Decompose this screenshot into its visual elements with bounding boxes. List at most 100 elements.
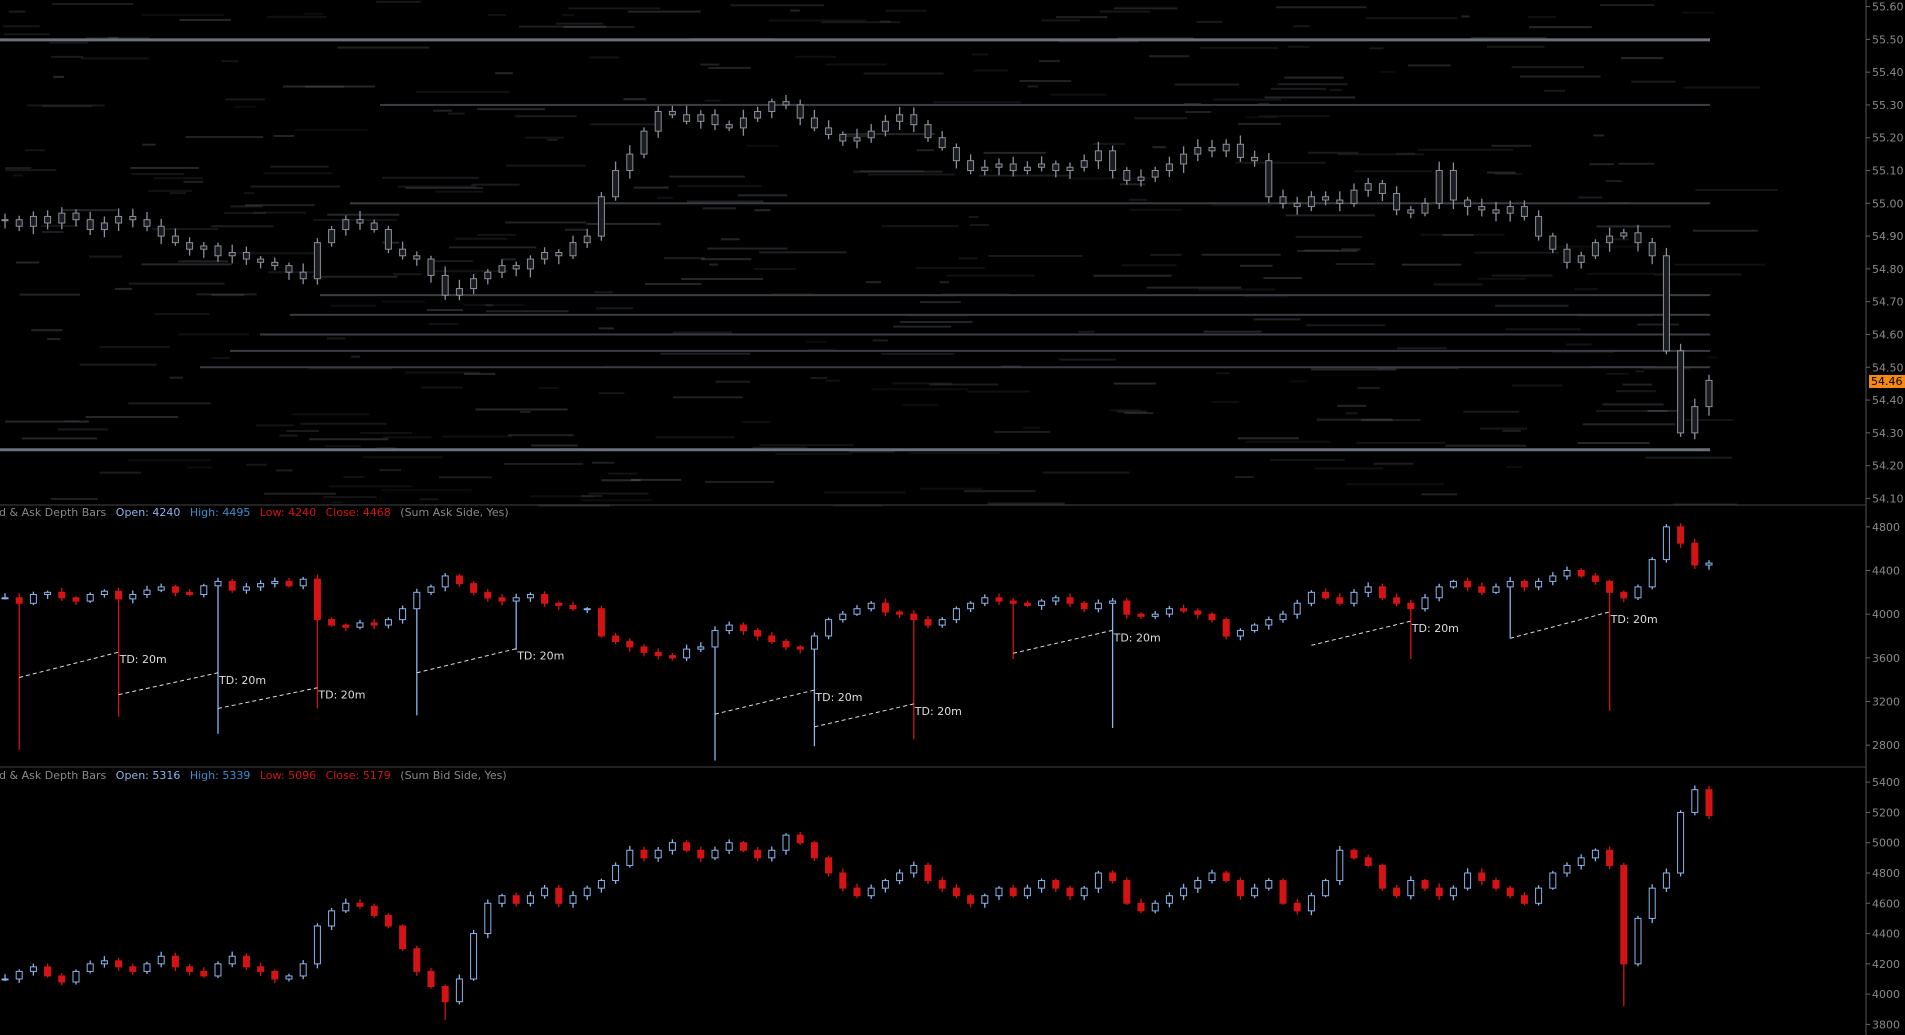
- candle-body: [597, 196, 605, 237]
- heatmap-cell: [1263, 277, 1302, 280]
- heatmap-cell: [382, 436, 432, 439]
- heatmap-cell: [488, 13, 506, 16]
- heatmap-cell: [907, 452, 1001, 455]
- heatmap-cell: [1631, 80, 1676, 83]
- heatmap-cell: [1116, 410, 1148, 413]
- candle-body: [285, 265, 293, 273]
- heatmap-cell: [1345, 412, 1358, 415]
- heatmap-cell: [147, 189, 192, 192]
- heatmap-cell: [85, 36, 150, 39]
- candle-body: [1606, 235, 1614, 244]
- heatmap-cell: [99, 345, 170, 348]
- candle-body: [825, 857, 833, 874]
- candle-body: [200, 585, 208, 596]
- heatmap-cell: [61, 209, 117, 212]
- candle-body: [356, 622, 364, 628]
- candle-body: [1208, 147, 1216, 152]
- candle-body: [299, 578, 307, 587]
- legend-low: Low: 5096: [259, 769, 317, 782]
- candle-body: [924, 619, 932, 626]
- heatmap-cell: [752, 446, 808, 449]
- heatmap-cell: [270, 165, 329, 168]
- candle-body: [1648, 242, 1656, 257]
- heatmap-cell: [183, 180, 204, 183]
- heatmap-cell: [1622, 383, 1652, 386]
- heatmap-cell: [152, 228, 219, 231]
- heatmap-cell: [1067, 177, 1151, 180]
- heatmap-cell: [502, 258, 516, 261]
- time-duration-line: [416, 648, 517, 674]
- heatmap-cell: [267, 271, 320, 274]
- candle-body: [981, 597, 989, 604]
- candle-body: [640, 130, 648, 155]
- candle-body: [1577, 857, 1585, 866]
- legend-open: Open: 4240: [115, 506, 181, 519]
- heatmap-cell: [769, 19, 867, 22]
- heatmap-cell: [1635, 370, 1645, 373]
- heatmap-cell: [1119, 183, 1146, 186]
- y-tick-label: 55.50: [1872, 33, 1904, 46]
- candle-body: [1066, 166, 1074, 172]
- candle-body: [1464, 199, 1472, 208]
- candle-body: [739, 117, 747, 129]
- time-duration-label: TD: 20m: [119, 653, 167, 666]
- candle-body: [952, 608, 960, 621]
- candle-body: [1620, 591, 1628, 599]
- candle-body: [597, 608, 605, 637]
- heatmap-cell: [885, 9, 927, 12]
- time-duration-line: [19, 651, 119, 678]
- heatmap-cell: [187, 466, 212, 469]
- heatmap-cell: [245, 463, 268, 466]
- candle-body: [867, 887, 875, 897]
- heatmap-cell: [1099, 10, 1150, 13]
- candle-body: [668, 655, 676, 659]
- heatmap-cell: [1285, 214, 1376, 217]
- candle-body: [1293, 602, 1301, 615]
- heatmap-cell: [1527, 16, 1557, 19]
- candle-body: [214, 580, 222, 587]
- candle-body: [1109, 872, 1117, 882]
- candle-body: [853, 608, 861, 615]
- candle-body: [1364, 857, 1372, 866]
- candle-body: [1023, 166, 1031, 172]
- candle-body: [242, 586, 250, 591]
- heatmap-cell: [1304, 249, 1339, 252]
- time-duration-line: [814, 703, 914, 728]
- candle-body: [825, 619, 833, 637]
- legend-study-name: id & Ask Depth Bars: [0, 769, 107, 782]
- heatmap-cell: [1361, 419, 1421, 422]
- heatmap-cell: [589, 56, 620, 59]
- heatmap-cell: [330, 304, 376, 307]
- heatmap-cell: [704, 99, 721, 102]
- y-tick-label: 3600: [1872, 652, 1900, 665]
- heatmap-cell: [1050, 93, 1108, 96]
- candle-body: [1520, 206, 1528, 217]
- heatmap-cell: [1683, 86, 1760, 89]
- candle-body: [1492, 586, 1500, 593]
- heatmap-cell: [13, 174, 23, 177]
- candle-body: [1279, 196, 1287, 204]
- y-tick-label: 54.30: [1872, 427, 1904, 440]
- heatmap-cell: [4, 167, 32, 170]
- candle-body: [825, 127, 833, 135]
- price-level-line: [200, 366, 1710, 369]
- legend-open: Open: 5316: [115, 769, 181, 782]
- heatmap-cell: [5, 420, 89, 423]
- candle-body: [810, 117, 818, 129]
- heatmap-cell: [1346, 483, 1444, 486]
- candle-body: [896, 114, 904, 122]
- candle-body: [1151, 613, 1159, 617]
- heatmap-cell: [1511, 384, 1563, 387]
- candle-body: [910, 114, 918, 126]
- candle-body: [342, 902, 350, 912]
- heatmap-cell: [1605, 180, 1622, 183]
- heatmap-cell: [397, 185, 477, 188]
- heatmap-cell: [505, 221, 587, 224]
- heatmap-cell: [631, 478, 682, 481]
- heatmap-cell: [586, 222, 661, 225]
- heatmap-cell: [179, 18, 231, 21]
- heatmap-cell: [1674, 263, 1766, 266]
- heatmap-cell: [1491, 274, 1553, 277]
- candle-body: [1123, 600, 1131, 615]
